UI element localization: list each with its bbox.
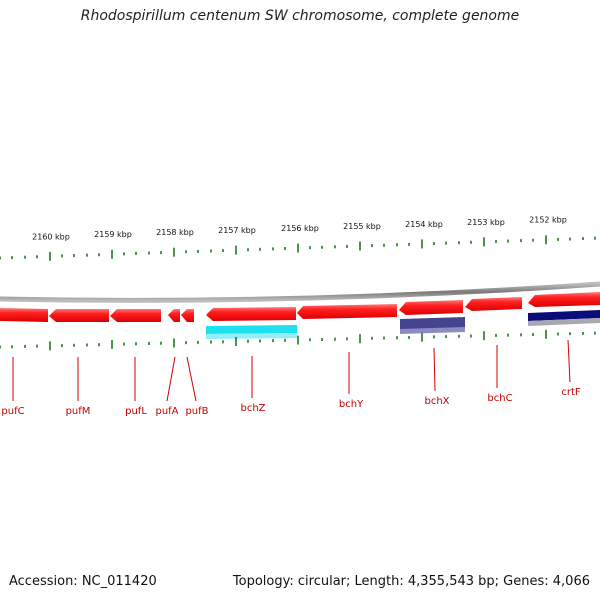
feature-navy-bar [528, 310, 600, 321]
chromosome-backbone [0, 281, 600, 303]
scale-label: 2157 kbp [218, 226, 256, 235]
gene-arrow-crtF [528, 292, 600, 307]
gene-label-pufC: pufC [1, 406, 24, 417]
label-line-crtF [567, 339, 571, 383]
gene-arrows [0, 292, 600, 322]
gene-label-bchC: bchC [487, 393, 512, 404]
gene-arrow-pufL [110, 309, 161, 322]
feature-cyan-bar [206, 325, 297, 334]
scale-label: 2160 kbp [32, 232, 70, 241]
gene-label-pufM: pufM [66, 406, 91, 417]
inner-scale-ticks [0, 329, 596, 351]
gene-label-pufA: pufA [155, 406, 178, 417]
map-title: Rhodospirillum centenum SW chromosome, c… [80, 8, 520, 24]
gene-label-pufB: pufB [185, 406, 208, 417]
scale-label: 2159 kbp [94, 230, 132, 239]
scale-label: 2156 kbp [281, 224, 319, 233]
accession-text: Accession: NC_011420 [9, 574, 157, 589]
gene-arrow-bchC [465, 297, 522, 311]
gene-label-bchY: bchY [339, 399, 364, 410]
scale-label: 2152 kbp [529, 216, 567, 225]
gene-arrow-pufA [168, 309, 180, 322]
feature-purple-bar-shadow [400, 327, 465, 334]
gene-arrow-pufM [49, 309, 109, 322]
outer-scale-ticks [0, 235, 596, 261]
scale-label: 2153 kbp [467, 218, 505, 227]
topology-text: Topology: circular; Length: 4,355,543 bp… [232, 574, 590, 589]
gene-label-bchZ: bchZ [240, 403, 265, 414]
label-line-pufA [166, 356, 176, 402]
scale-label: 2158 kbp [156, 228, 194, 237]
outer-scale-labels: 2160 kbp 2159 kbp 2158 kbp 2157 kbp 2156 kbp… [32, 216, 567, 242]
gene-label-pufL: pufL [125, 406, 147, 417]
gene-label-bchX: bchX [424, 396, 449, 407]
feature-grey-bar [528, 318, 600, 326]
gene-label-lines [12, 339, 571, 402]
scale-label: 2154 kbp [405, 220, 443, 229]
gene-labels: pufC pufM pufL pufA pufB bchZ bchY bchX … [1, 387, 580, 417]
gene-label-crtF: crtF [561, 387, 581, 398]
scale-label: 2155 kbp [343, 222, 381, 231]
gene-arrow-bchZ [206, 307, 296, 321]
gene-arrow-pufB [181, 309, 194, 322]
gene-arrow-pufC [0, 308, 48, 322]
gene-arrow-bchY [297, 304, 397, 319]
label-line-pufB [186, 356, 197, 402]
gene-arrow-bchX [399, 300, 463, 315]
feature-cyan-bar-shadow [206, 333, 297, 339]
label-line-bchX [433, 347, 436, 392]
